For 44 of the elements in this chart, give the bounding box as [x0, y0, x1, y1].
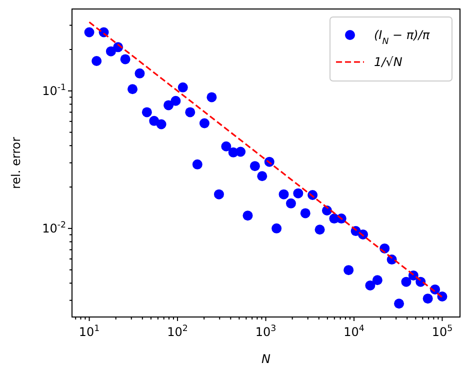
- x-tick-label: 10$^{4}$: [344, 324, 364, 339]
- point: [401, 276, 412, 287]
- point: [293, 188, 304, 198]
- point: [300, 208, 310, 218]
- point: [372, 275, 382, 286]
- y-tick-label: 10$^{-2}$: [42, 220, 66, 236]
- point: [250, 161, 260, 172]
- point: [242, 210, 253, 221]
- legend-label: 1/√N: [374, 55, 402, 69]
- x-tick-label: 10$^{2}$: [167, 324, 188, 339]
- point: [214, 189, 224, 200]
- point: [206, 92, 217, 102]
- point: [286, 198, 296, 208]
- point: [272, 223, 282, 234]
- point: [365, 280, 376, 290]
- point: [192, 159, 202, 170]
- point: [164, 100, 174, 110]
- point: [170, 96, 181, 106]
- y-tick-label: 10$^{-1}$: [42, 82, 66, 98]
- point: [120, 54, 130, 64]
- point: [134, 68, 145, 78]
- point: [185, 107, 196, 118]
- point: [128, 84, 138, 94]
- legend-label: (I$_{N}$ − π)/π: [374, 28, 430, 47]
- point: [156, 119, 166, 130]
- point: [92, 56, 102, 66]
- point: [221, 141, 232, 152]
- x-tick-label: 10$^{3}$: [255, 324, 276, 339]
- y-axis-title: rel. error: [9, 136, 23, 190]
- point: [278, 189, 289, 200]
- point: [178, 82, 188, 92]
- point: [314, 224, 325, 235]
- x-tick-label: 10$^{1}$: [78, 324, 100, 339]
- point: [142, 107, 152, 118]
- point: [236, 146, 246, 157]
- point: [344, 265, 354, 276]
- point: [394, 298, 404, 309]
- x-axis-title: N: [262, 352, 271, 366]
- x-tick-label: 10$^{5}$: [432, 324, 453, 339]
- point: [422, 294, 433, 304]
- point: [199, 118, 210, 128]
- point: [106, 46, 116, 56]
- point: [257, 171, 268, 182]
- point: [84, 27, 94, 38]
